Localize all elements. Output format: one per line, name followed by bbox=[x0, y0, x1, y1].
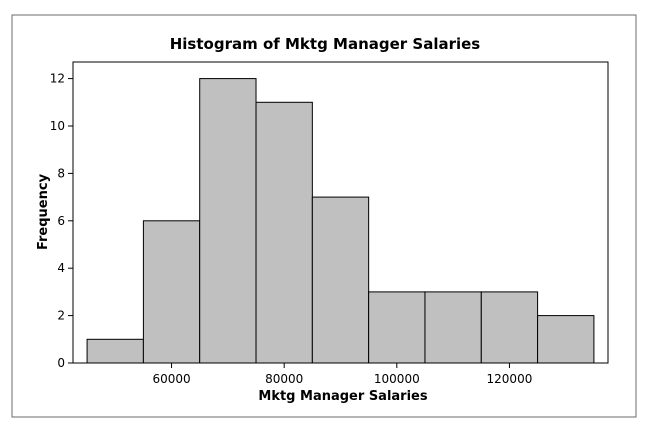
histogram-bar bbox=[480, 291, 539, 364]
histogram-bar bbox=[199, 78, 257, 364]
y-tick-label: 2 bbox=[57, 309, 65, 323]
x-tick-label: 60000 bbox=[152, 372, 190, 386]
x-tick-label: 100000 bbox=[374, 372, 420, 386]
histogram-bar bbox=[311, 196, 370, 364]
chart-title: Histogram of Mktg Manager Salaries bbox=[170, 35, 481, 53]
y-tick-label: 12 bbox=[50, 72, 65, 86]
y-tick-label: 10 bbox=[50, 119, 65, 133]
x-tick-label: 120000 bbox=[487, 372, 533, 386]
y-axis-ticks: 0 2 4 6 8 10 12 bbox=[50, 72, 73, 370]
histogram-bar bbox=[86, 338, 144, 364]
histogram-bar bbox=[142, 220, 201, 364]
bars-group bbox=[86, 78, 595, 364]
y-tick-label: 8 bbox=[57, 166, 65, 180]
histogram-bar bbox=[255, 101, 313, 364]
histogram-bar bbox=[424, 291, 482, 364]
y-axis-label: Frequency bbox=[36, 173, 51, 250]
histogram-bar bbox=[537, 315, 595, 364]
x-axis-label: Mktg Manager Salaries bbox=[258, 389, 427, 404]
y-tick-label: 6 bbox=[57, 214, 65, 228]
y-tick-label: 0 bbox=[57, 356, 65, 370]
histogram-bar bbox=[368, 291, 426, 364]
x-tick-label: 80000 bbox=[265, 372, 303, 386]
x-axis-ticks: 60000 80000 100000 120000 bbox=[152, 363, 532, 386]
y-tick-label: 4 bbox=[57, 261, 65, 275]
